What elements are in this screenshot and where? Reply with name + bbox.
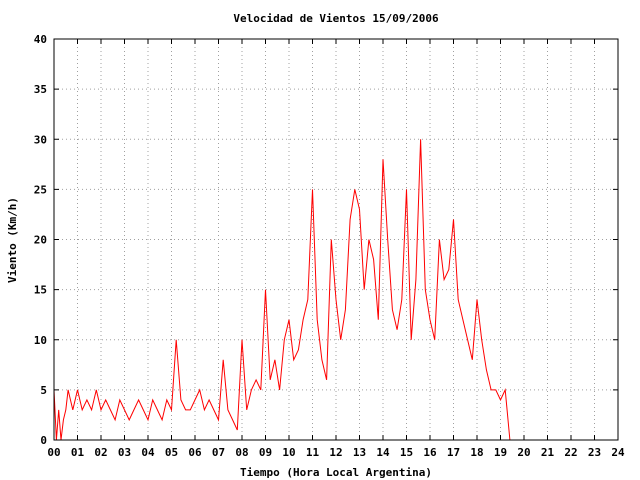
x-tick-label: 10 (282, 446, 295, 459)
y-tick-label: 0 (40, 434, 47, 447)
x-axis-ticks: 00 01 02 03 04 05 06 07 08 09 10 11 12 13 14 15 16 17 18 19… (47, 39, 625, 459)
y-tick-label: 25 (34, 183, 47, 196)
x-tick-label: 01 (71, 446, 85, 459)
y-tick-label: 20 (34, 234, 47, 247)
y-tick-label: 40 (34, 33, 47, 46)
y-tick-label: 10 (34, 334, 47, 347)
y-tick-label: 5 (40, 384, 47, 397)
x-tick-label: 23 (588, 446, 601, 459)
x-tick-label: 15 (400, 446, 413, 459)
x-tick-label: 06 (188, 446, 202, 459)
x-tick-label: 11 (306, 446, 320, 459)
x-axis-label: Tiempo (Hora Local Argentina) (240, 466, 432, 479)
x-tick-label: 21 (541, 446, 555, 459)
x-tick-label: 18 (470, 446, 483, 459)
x-tick-label: 02 (94, 446, 107, 459)
chart-title: Velocidad de Vientos 15/09/2006 (233, 12, 439, 25)
y-tick-label: 35 (34, 83, 47, 96)
x-tick-label: 19 (494, 446, 507, 459)
x-tick-label: 04 (141, 446, 155, 459)
y-axis-ticks: 0 5 10 15 20 25 30 35 40 (34, 33, 618, 447)
y-tick-label: 15 (34, 284, 47, 297)
x-tick-label: 14 (376, 446, 390, 459)
x-tick-label: 13 (353, 446, 366, 459)
x-tick-label: 16 (423, 446, 437, 459)
x-tick-label: 17 (447, 446, 460, 459)
x-tick-label: 00 (47, 446, 60, 459)
x-tick-label: 22 (564, 446, 577, 459)
x-tick-label: 24 (611, 446, 625, 459)
x-tick-label: 05 (165, 446, 178, 459)
x-tick-label: 20 (517, 446, 530, 459)
y-tick-label: 30 (34, 133, 47, 146)
y-axis-label: Viento (Km/h) (6, 197, 19, 283)
wind-speed-line (53, 139, 511, 441)
grid-lines (54, 39, 618, 440)
series-layer (53, 139, 511, 441)
x-tick-label: 03 (118, 446, 131, 459)
x-tick-label: 09 (259, 446, 272, 459)
x-tick-label: 12 (329, 446, 342, 459)
x-tick-label: 08 (235, 446, 248, 459)
x-tick-label: 07 (212, 446, 225, 459)
